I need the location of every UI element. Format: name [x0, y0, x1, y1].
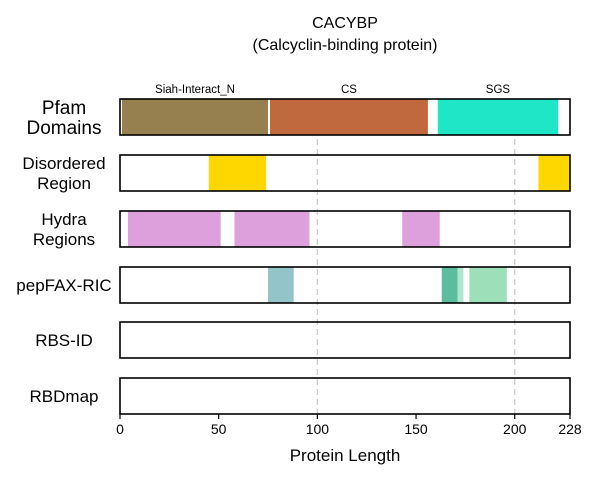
track-label: Regions [33, 230, 95, 249]
domain-label: Siah-Interact_N [155, 84, 235, 96]
track-label: Region [37, 174, 91, 193]
segment-sgs [437, 99, 559, 135]
x-tick-label: 50 [211, 421, 227, 437]
x-tick-label: 0 [116, 421, 124, 437]
track-frame [119, 266, 571, 304]
x-axis: 0 50 100 150 200 228 [116, 414, 582, 437]
track-label: RBS-ID [35, 331, 93, 350]
segment-region-3 [402, 211, 440, 247]
x-axis-label: Protein Length [290, 446, 401, 465]
chart-subtitle: (Calcyclin-binding protein) [253, 37, 438, 54]
x-tick-label: 200 [503, 421, 527, 437]
track-frame [119, 377, 571, 415]
track-pepfax-ric: pepFAX-RIC [16, 266, 571, 304]
x-tick-label: 228 [558, 421, 582, 437]
segment-region-2 [441, 267, 458, 303]
segment-cs [270, 99, 428, 135]
track-label: Disordered [22, 154, 105, 173]
grid-layer [316, 99, 516, 414]
chart-title: CACYBP [312, 15, 378, 32]
track-label: Hydra [41, 210, 87, 229]
track-frame [119, 154, 571, 192]
segment-region-1 [127, 211, 221, 247]
segment-region-2 [538, 155, 570, 191]
track-frame [119, 98, 571, 136]
segment-region-2 [234, 211, 310, 247]
segment-region-4 [469, 267, 507, 303]
track-frame [119, 321, 571, 359]
track-rbdmap: RBDmap [30, 377, 571, 415]
track-rbs-id: RBS-ID [35, 321, 571, 359]
segment-region-1 [208, 155, 267, 191]
segment-region-3 [457, 267, 464, 303]
x-tick-label: 150 [404, 421, 428, 437]
segment-siah-interact-n [121, 99, 269, 135]
domain-label: SGS [486, 84, 511, 96]
domain-label: CS [341, 84, 357, 96]
segment-region-1 [268, 267, 294, 303]
track-label: pepFAX-RIC [16, 276, 111, 295]
track-label: Pfam [42, 98, 86, 119]
track-frame [119, 210, 571, 248]
x-tick-label: 100 [306, 421, 330, 437]
track-label: RBDmap [30, 387, 99, 406]
track-label: Domains [27, 118, 102, 139]
